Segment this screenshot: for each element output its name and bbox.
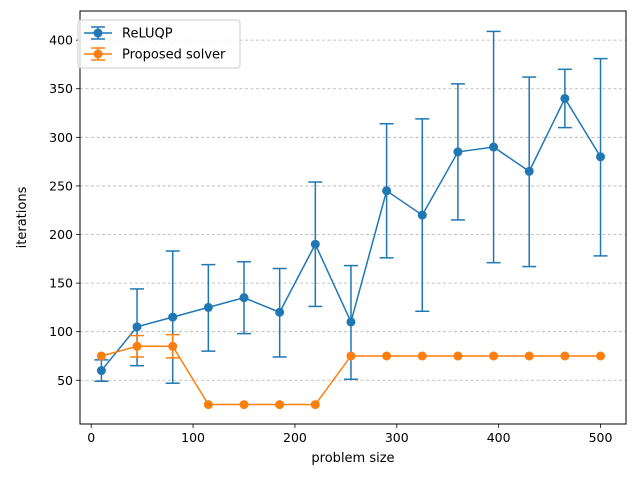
data-point-reluqp-4 bbox=[239, 293, 249, 303]
series-reluqp bbox=[94, 30, 608, 384]
series-proposed-solver bbox=[96, 333, 606, 410]
data-point-proposed-solver-5 bbox=[275, 400, 285, 410]
data-point-proposed-solver-6 bbox=[310, 400, 320, 410]
data-point-reluqp-12 bbox=[524, 166, 534, 176]
x-axis-label: problem size bbox=[311, 451, 394, 466]
data-point-proposed-solver-1 bbox=[132, 341, 142, 351]
data-point-proposed-solver-0 bbox=[96, 351, 106, 361]
data-point-proposed-solver-7 bbox=[346, 351, 356, 361]
y-tick-label-50: 50 bbox=[57, 373, 73, 388]
x-axis: 0 100 200 300 400 500 bbox=[87, 424, 613, 445]
y-tick-label-150: 150 bbox=[49, 276, 73, 291]
legend: ReLUQP Proposed solver bbox=[77, 19, 241, 69]
y-tick-label-100: 100 bbox=[49, 324, 73, 339]
data-point-reluqp-9 bbox=[417, 210, 427, 220]
y-axis-label: iterations bbox=[15, 186, 30, 248]
x-tick-label-400: 400 bbox=[487, 430, 511, 445]
data-point-reluqp-2 bbox=[168, 312, 178, 322]
legend-box bbox=[77, 19, 241, 69]
x-tick-label-200: 200 bbox=[283, 430, 307, 445]
data-point-proposed-solver-10 bbox=[453, 351, 463, 361]
data-point-reluqp-0 bbox=[96, 366, 106, 376]
data-point-reluqp-3 bbox=[203, 302, 213, 312]
legend-swatch-reluqp bbox=[84, 26, 112, 40]
x-tick-label-0: 0 bbox=[87, 430, 95, 445]
x-tick-label-300: 300 bbox=[385, 430, 409, 445]
y-axis: 50 100 150 200 250 300 350 400 bbox=[49, 33, 80, 388]
data-point-reluqp-10 bbox=[453, 147, 463, 157]
legend-label-proposed-solver: Proposed solver bbox=[122, 48, 226, 63]
y-tick-label-400: 400 bbox=[49, 33, 73, 48]
x-tick-label-500: 500 bbox=[589, 430, 613, 445]
data-point-proposed-solver-11 bbox=[489, 351, 499, 361]
x-tick-label-100: 100 bbox=[181, 430, 205, 445]
data-point-proposed-solver-2 bbox=[168, 341, 178, 351]
y-tick-label-250: 250 bbox=[49, 178, 73, 193]
data-point-proposed-solver-14 bbox=[596, 351, 606, 361]
y-tick-label-300: 300 bbox=[49, 130, 73, 145]
data-point-reluqp-6 bbox=[310, 239, 320, 249]
data-point-reluqp-13 bbox=[560, 93, 570, 103]
data-point-proposed-solver-9 bbox=[417, 351, 427, 361]
data-point-reluqp-11 bbox=[489, 142, 499, 152]
data-point-proposed-solver-3 bbox=[203, 400, 213, 410]
data-point-reluqp-1 bbox=[132, 322, 142, 332]
data-point-proposed-solver-4 bbox=[239, 400, 249, 410]
plot-frame bbox=[79, 10, 627, 425]
y-tick-label-350: 350 bbox=[49, 81, 73, 96]
data-point-proposed-solver-8 bbox=[382, 351, 392, 361]
data-point-reluqp-14 bbox=[596, 152, 606, 162]
legend-swatch-proposed-solver bbox=[84, 47, 112, 61]
data-point-proposed-solver-12 bbox=[524, 351, 534, 361]
data-point-reluqp-7 bbox=[346, 317, 356, 327]
legend-item-reluqp: ReLUQP bbox=[84, 26, 173, 42]
data-point-reluqp-8 bbox=[382, 186, 392, 196]
series-layer bbox=[94, 30, 608, 410]
y-tick-label-200: 200 bbox=[49, 227, 73, 242]
data-point-proposed-solver-13 bbox=[560, 351, 570, 361]
data-point-reluqp-5 bbox=[275, 307, 285, 317]
legend-label-reluqp: ReLUQP bbox=[122, 27, 173, 42]
legend-item-proposed-solver: Proposed solver bbox=[84, 47, 226, 63]
